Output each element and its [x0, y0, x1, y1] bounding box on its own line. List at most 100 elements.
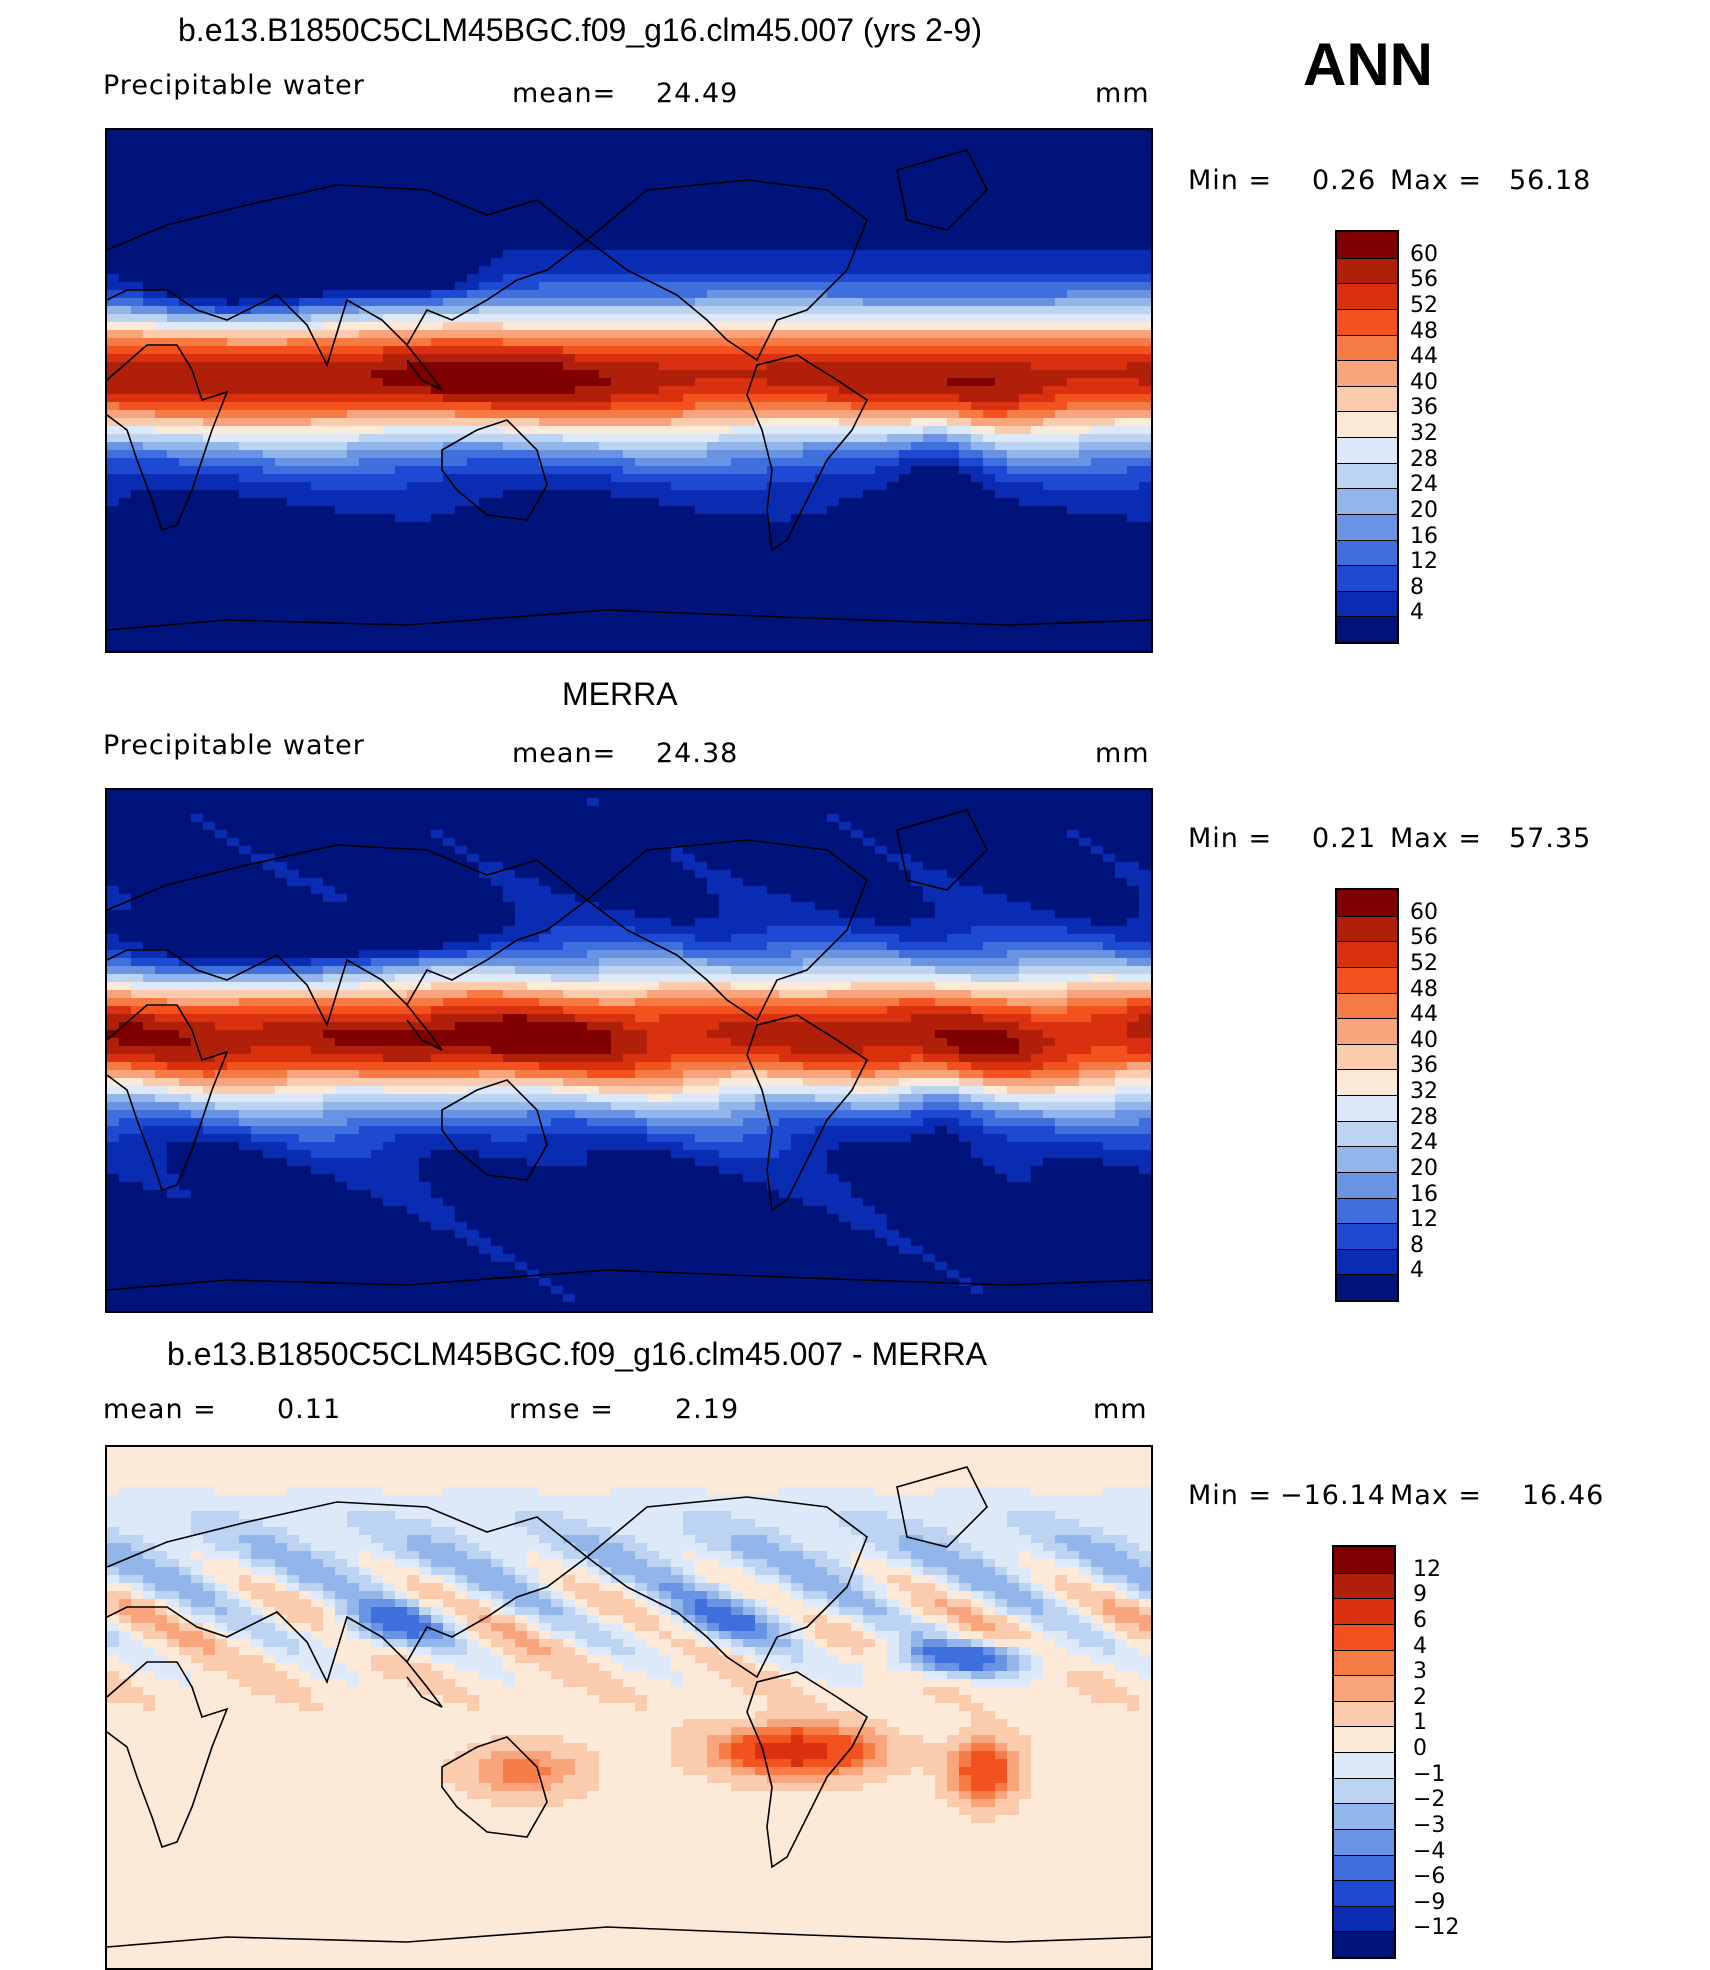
field-cell	[599, 490, 612, 499]
field-cell	[911, 378, 924, 387]
field-cell	[503, 554, 516, 563]
field-cell	[239, 554, 252, 563]
field-cell	[359, 274, 372, 283]
field-cell	[551, 146, 564, 155]
field-cell	[491, 474, 504, 483]
field-cell	[371, 178, 384, 187]
field-cell	[395, 466, 408, 475]
field-cell	[923, 130, 936, 139]
field-cell	[1127, 170, 1140, 179]
field-cell	[851, 426, 864, 435]
field-cell	[623, 554, 636, 563]
panel-mean-label-model: mean=	[512, 78, 617, 109]
field-cell	[539, 154, 552, 163]
field-cell	[299, 306, 312, 315]
field-cell	[539, 450, 552, 459]
field-cell	[1067, 282, 1080, 291]
field-cell	[647, 178, 660, 187]
field-cell	[527, 450, 540, 459]
field-cell	[419, 242, 432, 251]
field-cell	[479, 138, 492, 147]
field-cell	[563, 234, 576, 243]
field-cell	[431, 442, 444, 451]
field-cell	[1019, 466, 1032, 475]
field-cell	[191, 178, 204, 187]
field-cell	[299, 258, 312, 267]
field-cell	[551, 370, 564, 379]
field-cell	[707, 426, 720, 435]
field-cell	[947, 330, 960, 339]
field-cell	[947, 226, 960, 235]
field-cell	[1127, 138, 1140, 147]
field-cell	[299, 146, 312, 155]
field-cell	[635, 346, 648, 355]
field-cell	[851, 434, 864, 443]
field-cell	[971, 314, 984, 323]
field-cell	[731, 522, 744, 531]
field-cell	[503, 234, 516, 243]
field-cell	[743, 330, 756, 339]
field-cell	[287, 202, 300, 211]
field-cell	[503, 570, 516, 579]
field-cell	[947, 298, 960, 307]
field-cell	[191, 514, 204, 523]
field-cell	[563, 330, 576, 339]
field-cell	[383, 386, 396, 395]
field-cell	[155, 490, 168, 499]
field-cell	[287, 522, 300, 531]
field-cell	[491, 410, 504, 419]
field-cell	[803, 218, 816, 227]
field-cell	[227, 370, 240, 379]
field-cell	[719, 522, 732, 531]
field-cell	[1139, 178, 1151, 187]
field-cell	[275, 522, 288, 531]
field-cell	[311, 386, 324, 395]
field-cell	[827, 266, 840, 275]
field-cell	[671, 418, 684, 427]
field-cell	[143, 570, 156, 579]
field-cell	[743, 530, 756, 539]
field-cell	[131, 354, 144, 363]
field-cell	[851, 234, 864, 243]
field-cell	[923, 514, 936, 523]
field-cell	[1127, 130, 1140, 139]
field-cell	[467, 498, 480, 507]
field-cell	[335, 154, 348, 163]
field-cell	[131, 482, 144, 491]
field-cell	[143, 506, 156, 515]
field-cell	[347, 346, 360, 355]
field-cell	[911, 226, 924, 235]
field-cell	[335, 586, 348, 595]
field-cell	[443, 194, 456, 203]
field-cell	[179, 482, 192, 491]
field-cell	[875, 250, 888, 259]
field-cell	[731, 506, 744, 515]
field-cell	[875, 546, 888, 555]
field-cell	[875, 402, 888, 411]
field-cell	[419, 250, 432, 259]
field-cell	[887, 210, 900, 219]
field-cell	[239, 258, 252, 267]
field-cell	[599, 482, 612, 491]
field-cell	[335, 546, 348, 555]
field-cell	[119, 410, 132, 419]
field-cell	[911, 330, 924, 339]
field-cell	[851, 354, 864, 363]
field-cell	[515, 530, 528, 539]
field-cell	[263, 218, 276, 227]
field-cell	[971, 450, 984, 459]
field-cell	[467, 226, 480, 235]
field-cell	[371, 522, 384, 531]
field-cell	[827, 506, 840, 515]
field-cell	[143, 546, 156, 555]
field-cell	[467, 186, 480, 195]
field-cell	[755, 194, 768, 203]
field-cell	[659, 450, 672, 459]
field-cell	[251, 466, 264, 475]
field-cell	[659, 554, 672, 563]
field-cell	[275, 402, 288, 411]
field-cell	[503, 130, 516, 139]
field-cell	[215, 410, 228, 419]
field-cell	[875, 282, 888, 291]
field-cell	[347, 178, 360, 187]
